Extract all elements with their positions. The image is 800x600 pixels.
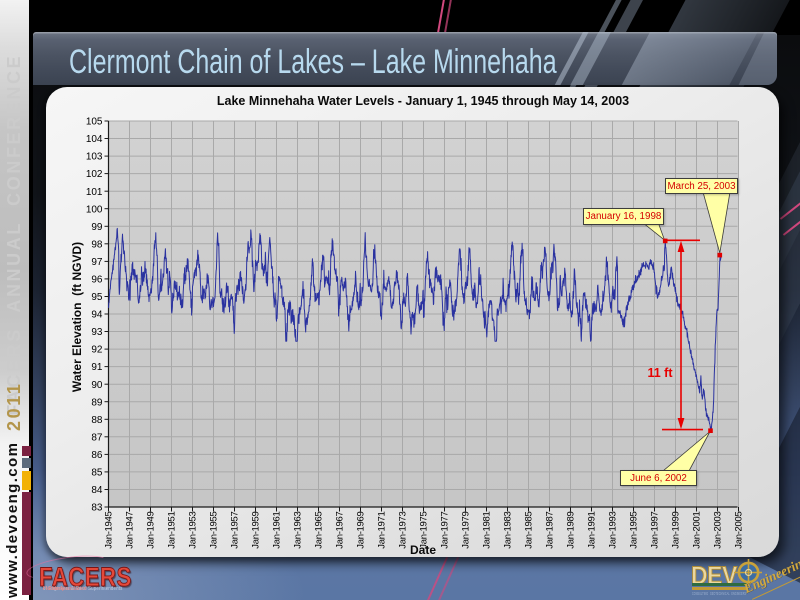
- svg-text:Jan-1957: Jan-1957: [230, 511, 241, 548]
- svg-text:Jan-1983: Jan-1983: [503, 511, 514, 548]
- svg-text:100: 100: [86, 204, 103, 215]
- svg-text:Jan-1991: Jan-1991: [587, 511, 598, 548]
- svg-text:Jan-2001: Jan-2001: [692, 511, 703, 548]
- svg-text:Jan-1955: Jan-1955: [209, 511, 220, 548]
- svg-text:84: 84: [91, 485, 103, 496]
- svg-text:Jan-1969: Jan-1969: [356, 511, 367, 548]
- svg-text:Jan-1949: Jan-1949: [146, 511, 157, 548]
- svg-text:98: 98: [91, 239, 103, 250]
- svg-text:Jan-1977: Jan-1977: [440, 511, 451, 548]
- svg-text:86: 86: [91, 450, 103, 461]
- svg-text:Jan-1967: Jan-1967: [335, 511, 346, 548]
- svg-text:94: 94: [91, 310, 103, 321]
- svg-text:Jan-1975: Jan-1975: [419, 511, 430, 548]
- svg-text:Jan-1959: Jan-1959: [251, 511, 262, 548]
- svg-text:Jan-1997: Jan-1997: [650, 511, 661, 548]
- svg-text:103: 103: [86, 152, 103, 163]
- svg-text:Jan-1945: Jan-1945: [104, 511, 115, 548]
- svg-text:91: 91: [91, 362, 103, 373]
- svg-text:Jan-1987: Jan-1987: [545, 511, 556, 548]
- svg-text:Jan-2003: Jan-2003: [713, 511, 724, 548]
- svg-text:Jan-1995: Jan-1995: [629, 511, 640, 548]
- svg-text:89: 89: [91, 397, 103, 408]
- svg-text:Jan-1989: Jan-1989: [566, 511, 577, 548]
- svg-text:102: 102: [86, 169, 103, 180]
- svg-text:97: 97: [91, 257, 103, 268]
- svg-text:Jan-1985: Jan-1985: [524, 511, 535, 548]
- svg-text:95: 95: [91, 292, 103, 303]
- svg-text:99: 99: [91, 222, 103, 233]
- svg-text:104: 104: [86, 134, 103, 145]
- svg-text:Jan-1965: Jan-1965: [314, 511, 325, 548]
- svg-text:Jan-1953: Jan-1953: [188, 511, 199, 548]
- svg-text:Jan-1961: Jan-1961: [272, 511, 283, 548]
- svg-text:96: 96: [91, 275, 103, 286]
- svg-text:Jan-1963: Jan-1963: [293, 511, 304, 548]
- svg-text:85: 85: [91, 468, 103, 479]
- svg-text:Jan-1981: Jan-1981: [482, 511, 493, 548]
- svg-text:Jan-1947: Jan-1947: [125, 511, 136, 548]
- svg-text:93: 93: [91, 327, 103, 338]
- svg-text:Jan-1971: Jan-1971: [377, 511, 388, 548]
- svg-text:105: 105: [86, 117, 103, 128]
- svg-text:Jan-2005: Jan-2005: [734, 511, 745, 548]
- svg-text:87: 87: [91, 432, 103, 443]
- svg-text:Jan-1979: Jan-1979: [461, 511, 472, 548]
- svg-text:92: 92: [91, 345, 103, 356]
- svg-text:90: 90: [91, 380, 103, 391]
- svg-text:88: 88: [91, 415, 103, 426]
- svg-text:101: 101: [86, 187, 103, 198]
- svg-text:Jan-1951: Jan-1951: [167, 511, 178, 548]
- svg-text:Jan-1973: Jan-1973: [398, 511, 409, 548]
- svg-text:83: 83: [91, 503, 103, 514]
- svg-text:Jan-1999: Jan-1999: [671, 511, 682, 548]
- svg-text:Jan-1993: Jan-1993: [608, 511, 619, 548]
